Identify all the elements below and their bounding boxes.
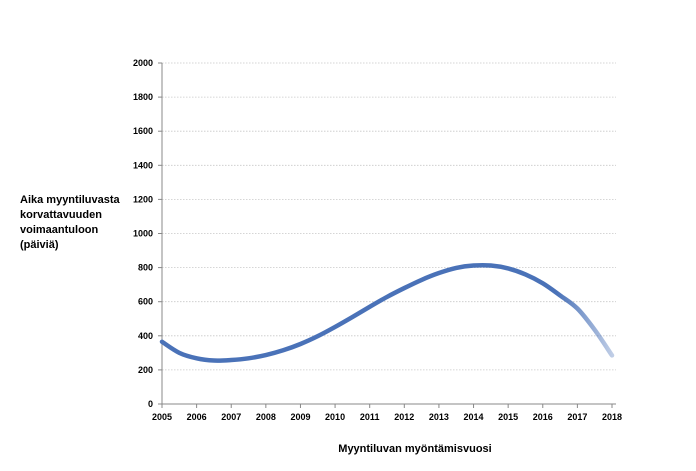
x-tick-label: 2007 (221, 412, 241, 422)
x-tick-label: 2010 (325, 412, 345, 422)
x-axis-label: Myyntiluvan myöntämisvuosi (338, 443, 491, 455)
x-tick-label: 2008 (256, 412, 276, 422)
x-tick-label: 2017 (567, 412, 587, 422)
y-tick-label: 200 (138, 365, 153, 375)
x-axis-ticks: 2005 2006 2007 2008 2009 2010 2011 2012 2013 2014… (152, 404, 622, 422)
y-tick-label: 1400 (133, 160, 153, 170)
y-tick-label: 600 (138, 297, 153, 307)
x-tick-label: 2011 (360, 412, 380, 422)
x-tick-label: 2013 (429, 412, 449, 422)
x-tick-label: 2014 (464, 412, 484, 422)
y-tick-label: 1000 (133, 229, 153, 239)
gridlines (162, 62, 616, 371)
x-tick-label: 2006 (187, 412, 207, 422)
x-tick-label: 2016 (533, 412, 553, 422)
y-axis-label-line-2: korvattavuuden (20, 209, 102, 221)
y-tick-label: 1600 (133, 126, 153, 136)
y-tick-label: 800 (138, 263, 153, 273)
y-axis-label-line-4: (päiviä) (20, 239, 59, 251)
y-tick-label: 0 (148, 399, 153, 409)
y-tick-label: 400 (138, 331, 153, 341)
y-axis-ticks: 0 200 400 600 800 1000 1200 1400 1600 1800 2000 (133, 58, 162, 409)
y-tick-label: 2000 (133, 58, 153, 68)
x-tick-label: 2012 (394, 412, 414, 422)
series-layer (159, 262, 615, 363)
series-line (159, 262, 615, 363)
x-tick-label: 2015 (498, 412, 518, 422)
y-tick-label: 1200 (133, 194, 153, 204)
x-tick-label: 2018 (602, 412, 622, 422)
y-axis-label-line-1: Aika myyntiluvasta (20, 194, 121, 206)
y-tick-label: 1800 (133, 92, 153, 102)
x-tick-label: 2009 (290, 412, 310, 422)
x-tick-label: 2005 (152, 412, 172, 422)
y-axis-label-line-3: voimaantuloon (20, 224, 99, 236)
